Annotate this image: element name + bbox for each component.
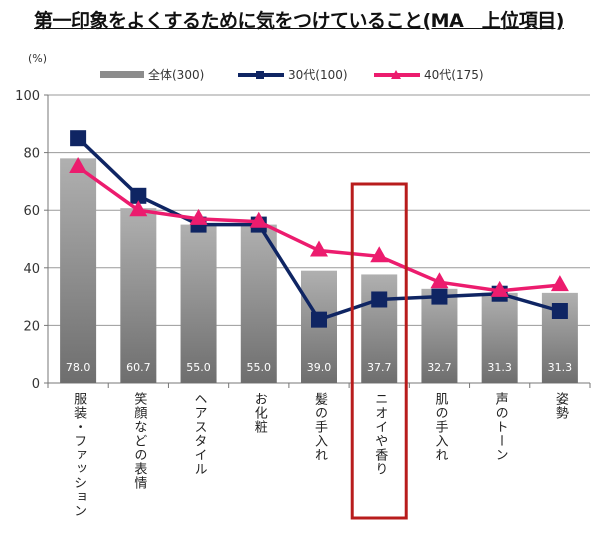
x-tick-label: ヘアスタイル bbox=[191, 392, 207, 476]
legend-label: 全体(300) bbox=[148, 68, 205, 82]
highlight-box bbox=[350, 182, 408, 520]
data-label: 39.0 bbox=[307, 361, 332, 374]
data-label: 55.0 bbox=[247, 361, 272, 374]
y-tick-label: 80 bbox=[23, 147, 40, 162]
line-point-triangle bbox=[370, 246, 389, 263]
line-point-triangle bbox=[430, 272, 449, 289]
y-tick-label: 20 bbox=[23, 319, 40, 334]
legend-triangle-line-icon bbox=[374, 69, 420, 79]
x-tick-label: 服装・ファッション bbox=[71, 392, 87, 518]
x-tick-label: 声のトーン bbox=[492, 392, 508, 462]
x-tick-label: ニオイや香り bbox=[372, 392, 388, 476]
line-point-square bbox=[431, 288, 448, 305]
y-axis-unit: (%) bbox=[28, 52, 48, 65]
legend-square-line-icon bbox=[238, 70, 284, 79]
y-tick-label: 0 bbox=[32, 377, 40, 392]
y-tick-label: 100 bbox=[15, 89, 40, 104]
bar bbox=[120, 208, 157, 383]
data-label: 60.7 bbox=[126, 361, 151, 374]
x-tick-label: 肌の手入れ bbox=[432, 392, 448, 462]
bar bbox=[180, 224, 217, 383]
y-tick-label: 60 bbox=[23, 204, 40, 219]
legend-label: 40代(175) bbox=[424, 68, 484, 82]
legend-item-30s: 30代(100) bbox=[238, 66, 348, 83]
line-point-square bbox=[70, 130, 87, 147]
data-label: 78.0 bbox=[66, 361, 91, 374]
y-tick-label: 40 bbox=[23, 262, 40, 277]
bar bbox=[60, 158, 97, 383]
x-tick-label: 髪の手入れ bbox=[312, 392, 327, 462]
data-label: 32.7 bbox=[427, 361, 452, 374]
legend-label: 30代(100) bbox=[288, 68, 348, 82]
bar bbox=[240, 224, 277, 383]
x-tick-label: 姿勢 bbox=[552, 392, 568, 420]
x-tick-label: 笑顔などの表情 bbox=[131, 392, 147, 490]
line-point-square bbox=[371, 291, 388, 308]
data-label: 31.3 bbox=[487, 361, 512, 374]
line-point-triangle bbox=[490, 280, 509, 297]
data-label: 37.7 bbox=[367, 361, 392, 374]
bar bbox=[481, 292, 518, 383]
data-label: 55.0 bbox=[186, 361, 211, 374]
line-point-triangle bbox=[69, 157, 88, 173]
line-point-triangle bbox=[129, 200, 148, 217]
line-point-square bbox=[130, 187, 147, 204]
line-point-triangle bbox=[249, 211, 268, 228]
line-point-triangle bbox=[550, 275, 569, 292]
line-point-square bbox=[551, 303, 568, 319]
line-point-triangle bbox=[189, 208, 208, 225]
line-point-triangle bbox=[310, 240, 328, 257]
legend-item-all: 全体(300) bbox=[100, 66, 204, 83]
x-tick-label: お化粧 bbox=[251, 392, 267, 434]
chart-title: 第一印象をよくするために気をつけていること(MA 上位項目) bbox=[34, 10, 564, 32]
data-label: 31.3 bbox=[548, 361, 573, 374]
legend-item-40s: 40代(175) bbox=[374, 66, 484, 83]
legend-bar-swatch bbox=[100, 71, 144, 78]
line-point-square bbox=[311, 311, 327, 328]
